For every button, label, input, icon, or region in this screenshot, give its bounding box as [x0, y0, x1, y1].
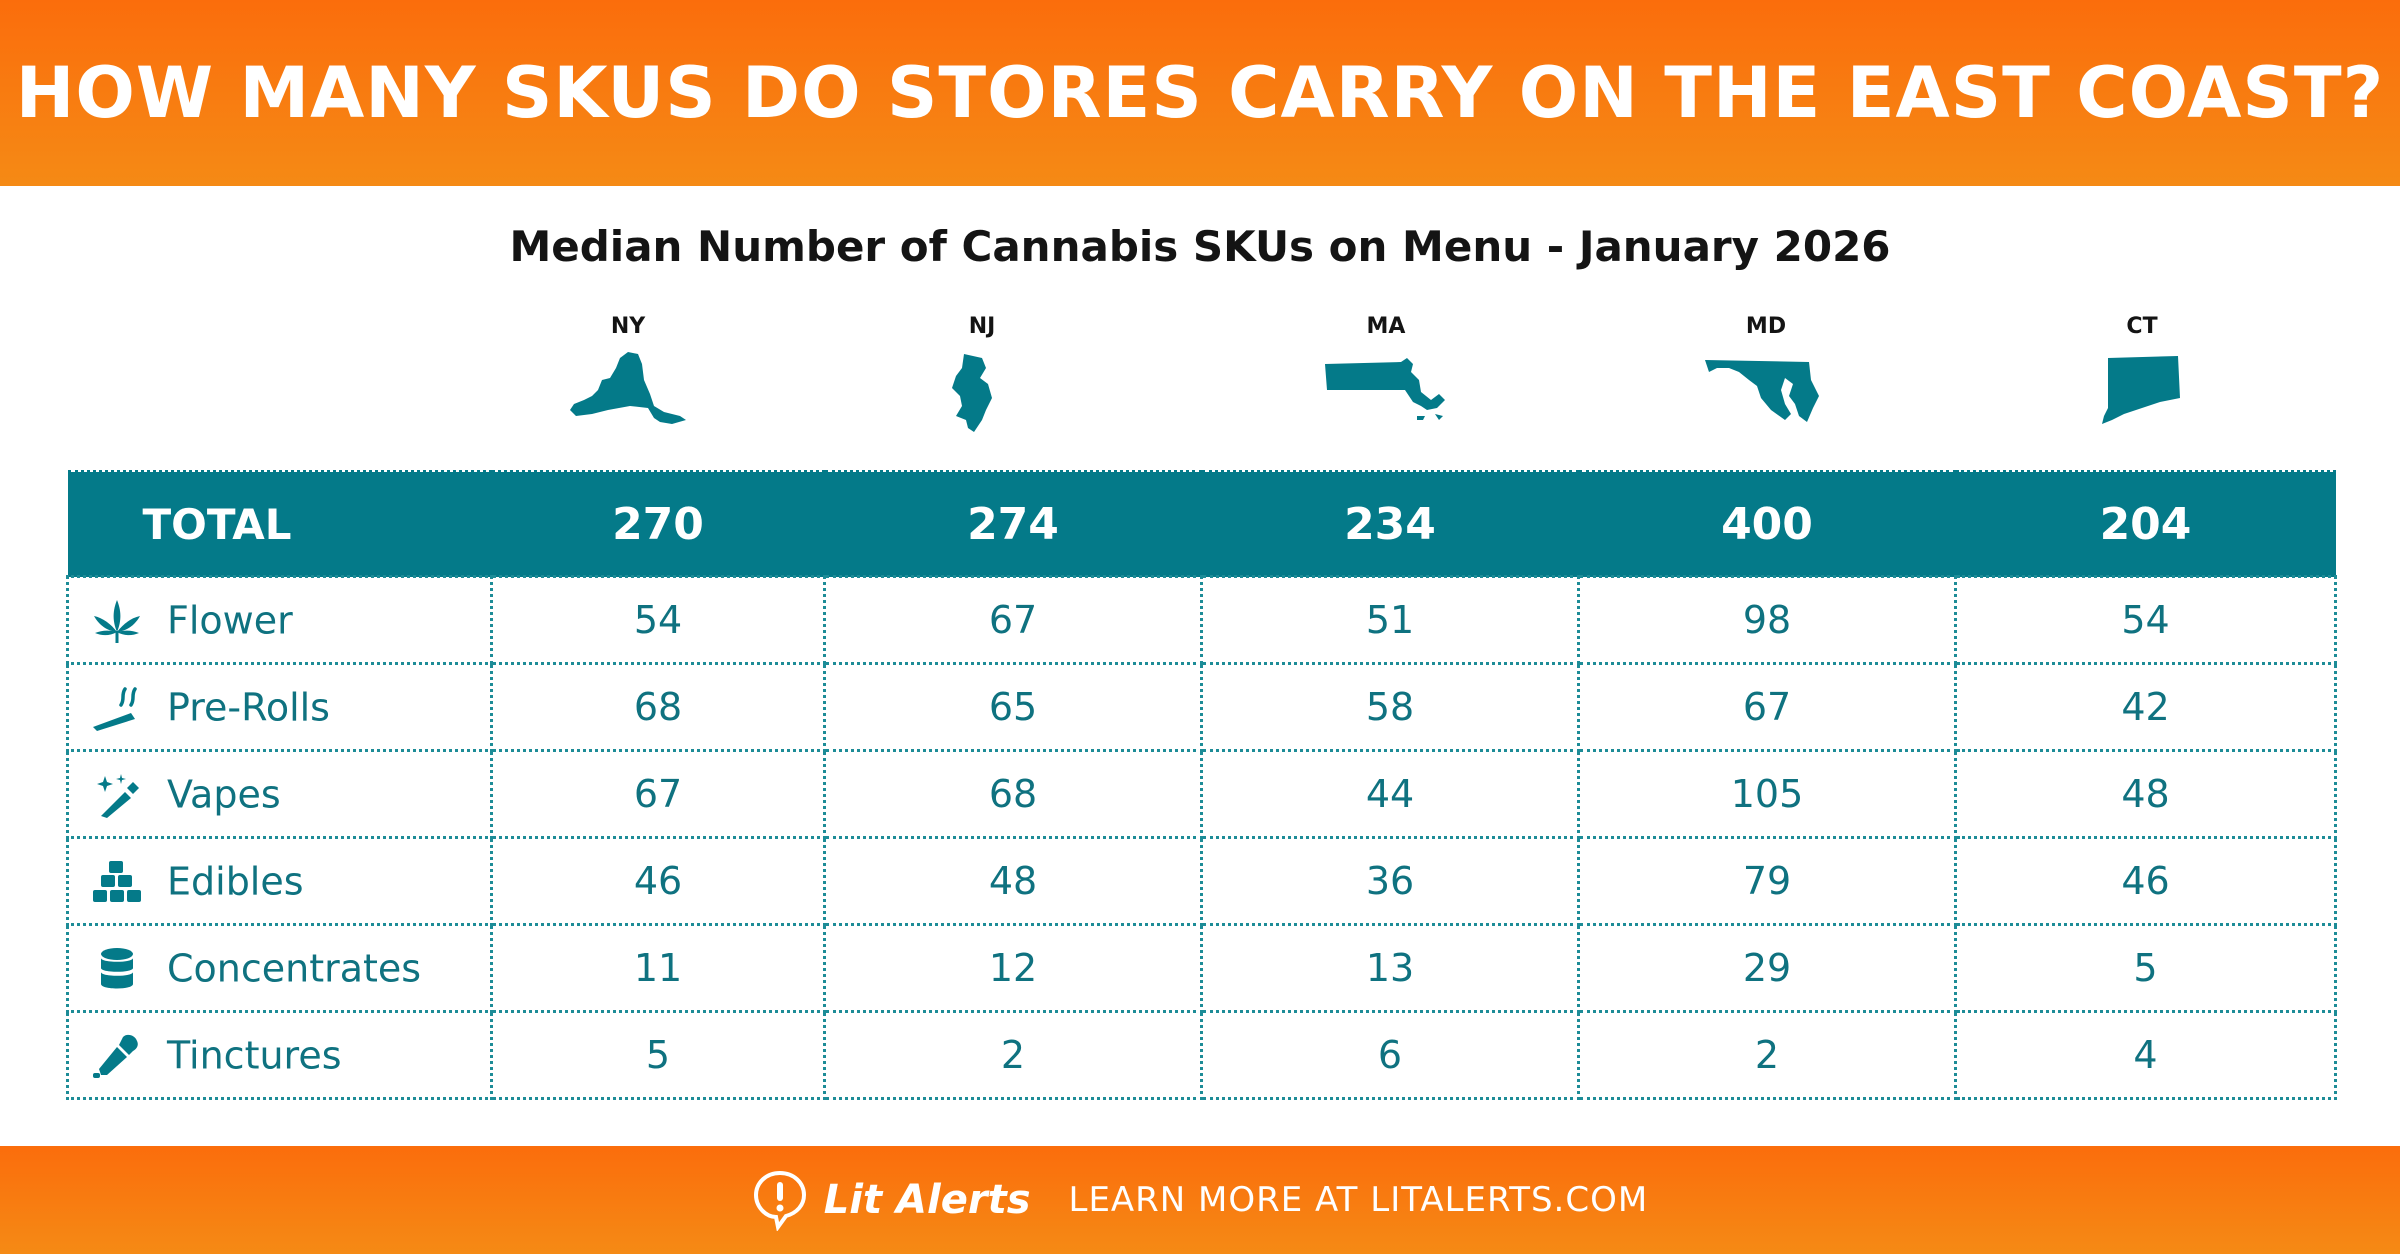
sku-table: TOTAL 270 274 234 400 204 Flow	[66, 470, 2337, 1100]
table-cell: 48	[1954, 749, 2337, 839]
total-value: 270	[491, 470, 825, 577]
state-code-ny: NY	[610, 314, 646, 339]
page-title: HOW MANY SKUS DO STORES CARRY ON THE EAS…	[15, 52, 2385, 134]
total-label: TOTAL	[67, 470, 492, 577]
category-cell: Edibles	[66, 836, 493, 926]
dropper-icon	[93, 1034, 138, 1078]
category-cell: Flower	[66, 575, 493, 665]
maryland-map-icon	[1705, 360, 1819, 422]
connecticut-map-icon	[2102, 356, 2180, 424]
cannabis-leaf-icon	[94, 599, 140, 643]
category-label: Vapes	[167, 772, 281, 817]
speech-bubble-alert-icon	[753, 1170, 806, 1231]
category-cell: Pre-Rolls	[66, 662, 493, 752]
table-row-edibles: Edibles 46 48 36 79 46	[66, 836, 2337, 926]
table-cell: 65	[823, 662, 1203, 752]
table-cell: 44	[1200, 749, 1580, 839]
gummies-icon	[93, 860, 141, 902]
new-jersey-map-icon	[952, 354, 992, 432]
category-label: Pre-Rolls	[167, 685, 330, 730]
table-cell: 68	[823, 749, 1203, 839]
category-cell: Vapes	[66, 749, 493, 839]
total-value: 400	[1578, 470, 1956, 577]
table-cell: 36	[1200, 836, 1580, 926]
footer-cta[interactable]: LEARN MORE AT LITALERTS.COM	[1068, 1180, 1649, 1220]
table-cell: 6	[1200, 1010, 1580, 1100]
table-cell: 12	[823, 923, 1203, 1013]
total-row: TOTAL 270 274 234 400 204	[67, 470, 2336, 577]
table-row-vapes: Vapes 67 68 44 105 48	[66, 749, 2337, 839]
category-label: Flower	[167, 598, 293, 643]
total-value: 274	[824, 470, 1202, 577]
table-cell: 13	[1200, 923, 1580, 1013]
table-cell: 2	[823, 1010, 1203, 1100]
table-cell: 2	[1577, 1010, 1957, 1100]
table-cell: 42	[1954, 662, 2337, 752]
total-value: 234	[1201, 470, 1579, 577]
table-cell: 67	[823, 575, 1203, 665]
chart-subtitle: Median Number of Cannabis SKUs on Menu -…	[509, 222, 1891, 271]
table-cell: 5	[490, 1010, 826, 1100]
total-value: 204	[1955, 470, 2336, 577]
pre-roll-icon	[93, 687, 137, 731]
table-cell: 46	[490, 836, 826, 926]
table-cell: 51	[1200, 575, 1580, 665]
table-cell: 67	[490, 749, 826, 839]
state-code-md: MD	[1745, 314, 1787, 339]
vape-pen-icon	[97, 773, 139, 818]
new-york-map-icon	[570, 352, 686, 424]
table-row-pre-rolls: Pre-Rolls 68 65 58 67 42	[66, 662, 2337, 752]
table-row-flower: Flower 54 67 51 98 54	[66, 575, 2337, 665]
header-banner: HOW MANY SKUS DO STORES CARRY ON THE EAS…	[0, 0, 2400, 186]
state-md: MD	[1666, 312, 1866, 438]
table-cell: 48	[823, 836, 1203, 926]
category-cell: Concentrates	[66, 923, 493, 1013]
table-cell: 54	[490, 575, 826, 665]
table-row-concentrates: Concentrates 11 12 13 29 5	[66, 923, 2337, 1013]
table-cell: 29	[1577, 923, 1957, 1013]
table-cell: 68	[490, 662, 826, 752]
footer-banner: Lit Alerts LEARN MORE AT LITALERTS.COM	[0, 1146, 2400, 1254]
table-cell: 5	[1954, 923, 2337, 1013]
table-cell: 98	[1577, 575, 1957, 665]
table-cell: 58	[1200, 662, 1580, 752]
massachusetts-map-icon	[1325, 358, 1445, 420]
state-code-ct: CT	[2126, 314, 2158, 339]
state-ny: NY	[528, 312, 728, 438]
category-label: Edibles	[167, 859, 304, 904]
state-code-nj: NJ	[968, 314, 996, 339]
table-cell: 46	[1954, 836, 2337, 926]
state-ct: CT	[2042, 312, 2242, 438]
table-cell: 79	[1577, 836, 1957, 926]
table-cell: 105	[1577, 749, 1957, 839]
table-cell: 11	[490, 923, 826, 1013]
table-row-tinctures: Tinctures 5 2 6 2 4	[66, 1010, 2337, 1100]
category-label: Concentrates	[167, 946, 422, 991]
category-label: Tinctures	[167, 1033, 342, 1078]
brand-name: Lit Alerts	[823, 1177, 1031, 1223]
state-nj: NJ	[882, 312, 1082, 438]
table-cell: 4	[1954, 1010, 2337, 1100]
state-code-ma: MA	[1366, 314, 1406, 339]
state-ma: MA	[1286, 312, 1486, 438]
table-cell: 67	[1577, 662, 1957, 752]
table-cell: 54	[1954, 575, 2337, 665]
concentrate-jar-icon	[101, 947, 133, 989]
category-cell: Tinctures	[66, 1010, 493, 1100]
